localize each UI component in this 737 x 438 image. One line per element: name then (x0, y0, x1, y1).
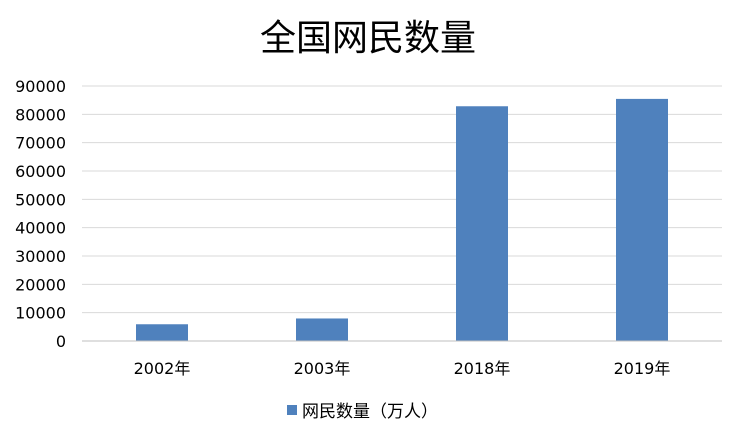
x-tick-label: 2003年 (294, 359, 351, 378)
legend: 网民数量（万人） (287, 402, 438, 422)
gridlines (82, 85, 722, 314)
chart-title: 全国网民数量 (260, 18, 476, 59)
y-tick-label: 40000 (15, 219, 66, 238)
legend-label: 网民数量（万人） (302, 402, 438, 422)
y-tick-label: 60000 (15, 162, 66, 181)
bar-2019年 (616, 98, 668, 341)
y-tick-label: 0 (56, 332, 66, 351)
y-tick-label: 30000 (15, 247, 66, 266)
x-tick-label: 2019年 (614, 359, 671, 378)
legend-swatch (287, 405, 297, 415)
y-axis-tick-labels: 0 10000 20000 30000 40000 50000 60000 70000 8000… (15, 77, 66, 351)
y-tick-label: 50000 (15, 190, 66, 209)
y-tick-label: 90000 (15, 77, 66, 96)
y-tick-label: 10000 (15, 304, 66, 323)
x-tick-label: 2018年 (454, 359, 511, 378)
bars (136, 98, 668, 342)
bar-2003年 (296, 318, 348, 341)
y-tick-label: 80000 (15, 105, 66, 124)
bar-2002年 (136, 324, 188, 341)
y-tick-label: 70000 (15, 134, 66, 153)
bar-2018年 (456, 106, 508, 342)
x-axis-tick-labels: 2002年 2003年 2018年 2019年 (134, 359, 671, 378)
y-tick-label: 20000 (15, 275, 66, 294)
x-tick-label: 2002年 (134, 359, 191, 378)
